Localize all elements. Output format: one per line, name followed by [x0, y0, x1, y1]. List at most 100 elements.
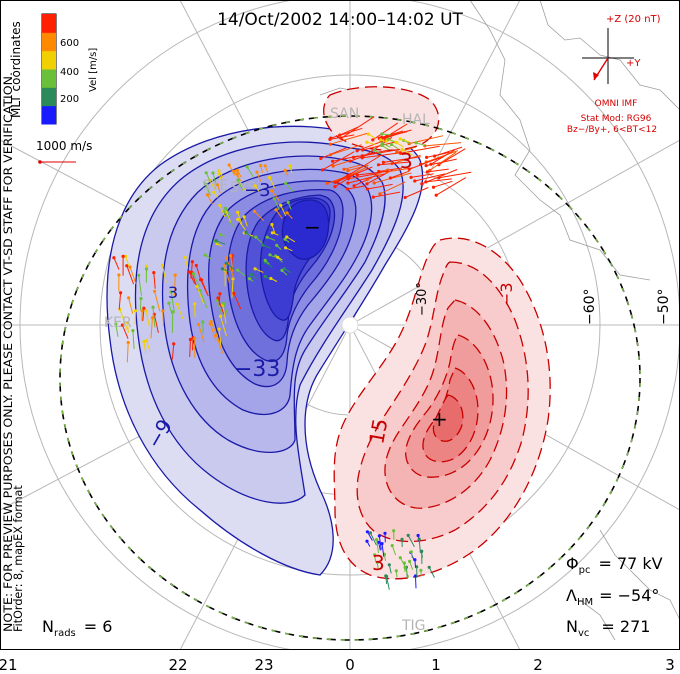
- velocity-vector-origin: [139, 296, 143, 301]
- velocity-vector-origin: [434, 193, 438, 197]
- velocity-vector: [113, 257, 120, 270]
- velocity-vector-origin: [413, 558, 417, 562]
- velocity-vector-origin: [275, 243, 279, 247]
- velocity-vector: [386, 576, 390, 590]
- velocity-vector: [353, 149, 388, 158]
- velocity-vector-origin: [380, 542, 384, 546]
- fit-statistics: Φpc = 77 kV ΛHM = −54° Nvc = 271 Nrads = 6: [42, 554, 663, 639]
- velocity-vector-origin: [414, 141, 418, 145]
- velocity-vector-origin: [274, 208, 278, 212]
- potential-minimum-mark: −: [304, 215, 321, 239]
- velocity-vector: [127, 322, 129, 333]
- velocity-vector: [153, 272, 156, 289]
- velocity-vector-origin: [427, 565, 431, 569]
- velocity-vector: [334, 173, 356, 188]
- velocity-vector-origin: [365, 187, 369, 191]
- velocity-vector: [216, 240, 226, 245]
- colorbar-segment: [42, 32, 56, 52]
- velocity-vector: [174, 275, 176, 296]
- velocity-vector-origin: [236, 178, 240, 182]
- velocity-vector-origin: [131, 329, 135, 333]
- station-sys: SYS: [230, 180, 256, 196]
- velocity-vector-origin: [280, 268, 284, 272]
- velocity-vector-origin: [270, 231, 274, 235]
- colorbar-tick-600: 600: [60, 38, 79, 49]
- velocity-vector-origin: [201, 320, 205, 324]
- velocity-vector: [233, 293, 242, 310]
- velocity-vector-origin: [126, 340, 130, 345]
- velocity-vector: [369, 532, 377, 546]
- velocity-vector-origin: [235, 168, 239, 172]
- velocity-vector-origin: [368, 531, 372, 535]
- velocity-vector: [115, 323, 119, 337]
- velocity-vector-origin: [119, 291, 123, 295]
- colorbar-segment: [42, 14, 56, 33]
- velocity-vector: [381, 130, 404, 138]
- velocity-vector: [121, 324, 129, 339]
- velocity-vector-origin: [284, 246, 288, 250]
- velocity-vector: [271, 190, 280, 201]
- velocity-vector-origin: [236, 210, 240, 214]
- velocity-vector-origin: [416, 533, 420, 538]
- velocity-vector-origin: [121, 254, 125, 258]
- velocity-vector-origin: [425, 155, 429, 159]
- station-ker: KER: [104, 315, 132, 331]
- mlt-tick-23: 23: [254, 656, 273, 674]
- velocity-vector: [411, 173, 434, 178]
- velocity-vector: [237, 212, 243, 225]
- velocity-vector-origin: [355, 149, 359, 153]
- velocity-vector-origin: [259, 163, 263, 168]
- velocity-vector-origin: [137, 273, 141, 277]
- velocity-vector-origin: [331, 159, 335, 163]
- velocity-vector-origin: [220, 267, 225, 271]
- velocity-vector-origin: [394, 569, 398, 573]
- contour-label-minus33: −33: [234, 357, 280, 382]
- velocity-vector-origin: [224, 261, 228, 265]
- velocity-vector-origin: [127, 296, 131, 300]
- velocity-vector-origin: [133, 309, 138, 313]
- velocity-vector-origin: [380, 141, 384, 145]
- plot-title: 14/Oct/2002 14:00–14:02 UT: [217, 10, 463, 30]
- velocity-vector: [285, 182, 294, 193]
- velocity-vector: [435, 177, 467, 196]
- velocity-vector: [216, 300, 223, 315]
- velocity-vector-origin: [419, 568, 423, 572]
- velocity-vector: [145, 310, 150, 327]
- velocity-vector-origin: [409, 550, 413, 554]
- velocity-vector: [269, 177, 276, 189]
- latitude-labels: −60° −50° −30° −3: [415, 282, 672, 325]
- velocity-vector: [425, 178, 452, 183]
- velocity-vector: [162, 310, 164, 327]
- velocity-vector-origin: [334, 180, 338, 184]
- imf-y-label: +Y: [626, 58, 641, 69]
- velocity-vector-origin: [195, 284, 199, 289]
- preview-note: NOTE: FOR PREVIEW PURPOSES ONLY. PLEASE …: [2, 72, 15, 632]
- velocity-vector: [210, 321, 220, 342]
- velocity-vector-origin: [360, 155, 364, 160]
- velocity-vector-origin: [375, 560, 379, 565]
- velocity-vector-origin: [394, 140, 398, 144]
- velocity-vector-origin: [125, 321, 130, 325]
- velocity-vector-origin: [204, 171, 208, 175]
- contour-label-minus3: −3: [244, 180, 271, 201]
- colorbar-segment: [42, 69, 56, 88]
- velocity-vector: [184, 257, 189, 269]
- velocity-vector-origin: [400, 148, 404, 152]
- velocity-vector-origin: [112, 256, 116, 260]
- velocity-vector: [428, 567, 435, 578]
- velocity-vector-origin: [261, 243, 265, 247]
- velocity-vector-origin: [142, 306, 146, 310]
- velocity-vector-origin: [160, 263, 164, 267]
- velocity-vector: [119, 309, 128, 330]
- velocity-vector: [222, 304, 227, 324]
- potential-maximum-mark: +: [431, 407, 448, 431]
- positive-potential-patch: [323, 86, 440, 151]
- velocity-vector-origin: [429, 162, 433, 166]
- velocity-vector-origin: [212, 190, 216, 194]
- velocity-vector-origin: [355, 173, 359, 177]
- velocity-vector-origin: [373, 148, 377, 152]
- velocity-vector: [381, 543, 385, 557]
- velocity-vector-origin: [114, 322, 118, 326]
- imf-condition: Bz−/By+, 6<BT<12: [567, 125, 657, 135]
- velocity-vector: [404, 187, 429, 198]
